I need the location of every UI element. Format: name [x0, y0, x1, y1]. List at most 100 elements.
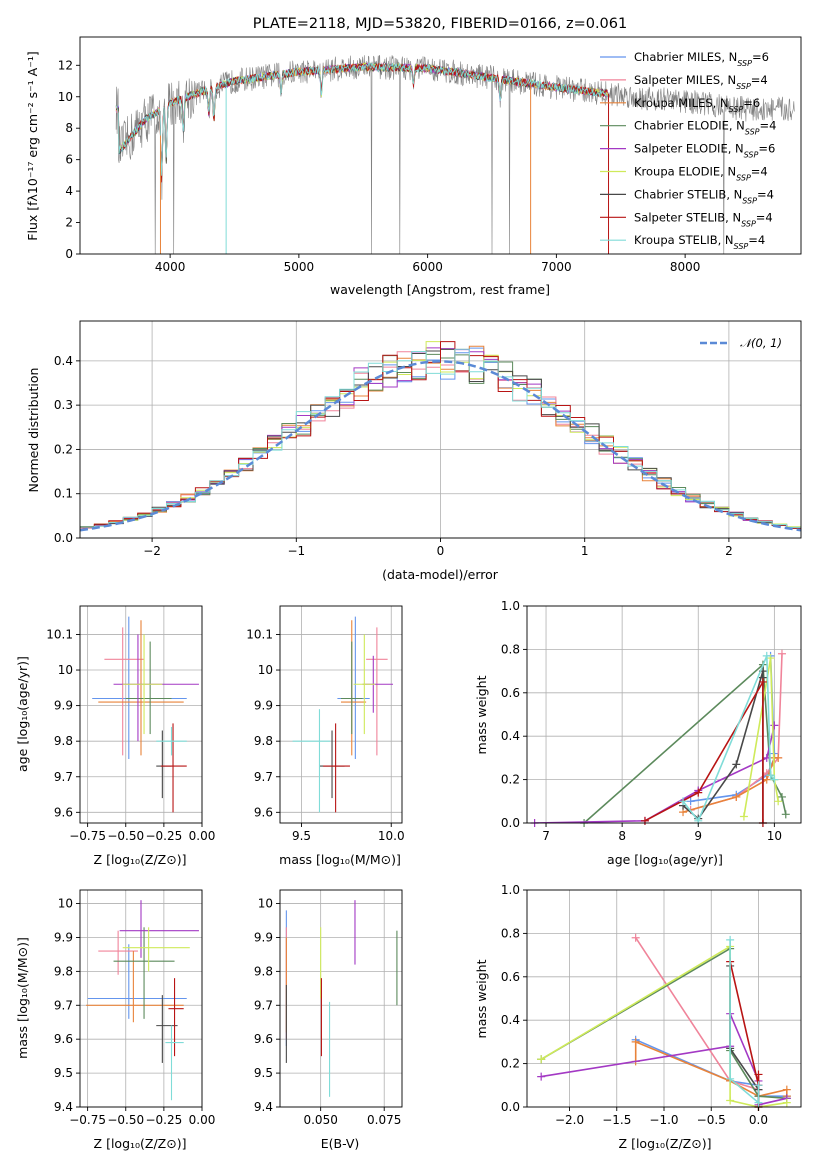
wz-series-line [541, 1013, 787, 1106]
wz-xtick-label: −2.0 [555, 1113, 584, 1127]
agez-ytick-label: 10 [58, 663, 73, 677]
massz-frame [79, 889, 203, 1108]
agez-ytick-label: 9.7 [54, 770, 73, 784]
massebv-ytick-label: 9.5 [254, 1066, 273, 1080]
agemass-xtick-label: 10.0 [378, 829, 405, 843]
wz-ytick-label: 0.6 [501, 970, 520, 984]
spectrum-model-line [115, 62, 608, 176]
massz-xtick-label: −0.25 [145, 1113, 182, 1127]
wage-marker [770, 721, 779, 730]
legend-label: Salpeter ELODIE, NSSP=6 [634, 142, 775, 160]
wage-marker [774, 753, 783, 762]
legend-label: Chabrier STELIB, NSSP=4 [634, 187, 774, 205]
legend-label: Kroupa MILES, NSSP=6 [634, 96, 760, 114]
massz-ytick-label: 10 [58, 897, 73, 911]
wage-xtick-label: 9 [694, 829, 702, 843]
wage-xtick-label: 8 [618, 829, 626, 843]
spectrum-data-line [115, 54, 795, 254]
wz-xtick-label: −1.0 [649, 1113, 678, 1127]
grid-layer [80, 321, 801, 1108]
residuals-ytick-label: 0.1 [54, 487, 73, 501]
wage-ytick-label: 1.0 [501, 599, 520, 613]
agemass-ytick-label: 9.9 [254, 699, 273, 713]
agez-ytick-label: 9.9 [54, 699, 73, 713]
residuals-ytick-label: 0.4 [54, 354, 73, 368]
agemass-xtick-label: 9.5 [292, 829, 311, 843]
massz-ytick-label: 9.6 [54, 1032, 73, 1046]
wage-frame [526, 605, 802, 824]
massz-xtick-label: −0.50 [107, 1113, 144, 1127]
weightz-xlabel: Z [log₁₀(Z/Z⊙)] [619, 1136, 712, 1151]
spectrum-frame [79, 36, 802, 255]
wz-marker [726, 1074, 735, 1083]
massebv-ytick-label: 10 [258, 897, 273, 911]
spectrum-ytick-label: 6 [65, 153, 73, 167]
wage-ytick-label: 0.2 [501, 773, 520, 787]
spectrum-ytick-label: 2 [65, 216, 73, 230]
weightz-ylabel: mass weight [474, 959, 489, 1038]
agemass-ytick-label: 9.6 [254, 805, 273, 819]
wage-ytick-label: 0.0 [501, 816, 520, 830]
residuals-xtick-label: −1 [287, 544, 305, 558]
massebv-xlabel: E(B-V) [321, 1136, 360, 1151]
spectrum-xtick-label: 7000 [541, 260, 572, 274]
data-layer [80, 54, 801, 1111]
wz-series-line [635, 937, 760, 1097]
legend-label: Chabrier MILES, NSSP=6 [634, 50, 769, 68]
wage-marker [762, 775, 771, 784]
spectrum-xtick-label: 6000 [412, 260, 443, 274]
agez-xtick-label: −0.25 [145, 829, 182, 843]
wage-xtick-label: 7 [542, 829, 550, 843]
massz-xtick-label: −0.75 [69, 1113, 106, 1127]
wz-marker [726, 1096, 735, 1105]
massebv-ytick-label: 9.6 [254, 1032, 273, 1046]
wage-xtick-label: 10 [767, 829, 782, 843]
massebv-xtick-label: 0.075 [367, 1113, 401, 1127]
wz-marker [631, 933, 640, 942]
text-layer: PLATE=2118, MJD=53820, FIBERID=0166, z=0… [15, 16, 723, 1151]
massz-ytick-label: 9.8 [54, 964, 73, 978]
wz-ytick-label: 0.0 [501, 1100, 520, 1114]
agez-xtick-label: −0.50 [107, 829, 144, 843]
wage-ytick-label: 0.8 [501, 642, 520, 656]
wz-xtick-label: 0.0 [749, 1113, 768, 1127]
agez-ylabel: age [log₁₀(age/yr)] [15, 656, 30, 772]
wage-marker [739, 812, 748, 821]
massz-ytick-label: 9.5 [54, 1066, 73, 1080]
normal-curve [80, 360, 801, 532]
residuals-xtick-label: −2 [143, 544, 161, 558]
massz-ytick-label: 9.9 [54, 930, 73, 944]
residuals-xtick-label: 1 [581, 544, 589, 558]
wage-series-line [743, 657, 779, 817]
residuals-ytick-label: 0.2 [54, 442, 73, 456]
agez-ytick-label: 10.1 [46, 627, 73, 641]
agez-ytick-label: 9.8 [54, 734, 73, 748]
agemass-ytick-label: 10 [258, 663, 273, 677]
wage-marker [774, 797, 783, 806]
wz-xtick-label: −0.5 [697, 1113, 726, 1127]
wz-marker [754, 1098, 763, 1107]
massz-ytick-label: 9.7 [54, 998, 73, 1012]
wz-marker [631, 1037, 640, 1046]
wz-marker [537, 1055, 546, 1064]
spectrum-model-line [115, 62, 608, 183]
spectrum-ytick-label: 4 [65, 184, 73, 198]
massz-ytick-label: 9.4 [54, 1100, 73, 1114]
massebv-ytick-label: 9.9 [254, 930, 273, 944]
spectrum-xtick-label: 8000 [670, 260, 701, 274]
massebv-frame [279, 889, 403, 1108]
wage-marker [732, 760, 741, 769]
wage-marker [777, 792, 786, 801]
residuals-xtick-label: 2 [725, 544, 733, 558]
residuals-xtick-label: 0 [437, 544, 445, 558]
massz-xlabel: Z [log₁₀(Z/Z⊙)] [94, 1136, 187, 1151]
massebv-ytick-label: 9.7 [254, 998, 273, 1012]
agemass-ytick-label: 9.7 [254, 770, 273, 784]
agez-xtick-label: 0.00 [189, 829, 216, 843]
wage-marker [777, 649, 786, 658]
wz-marker [537, 1072, 546, 1081]
spectrum-xtick-label: 5000 [284, 260, 315, 274]
residual-histogram [80, 341, 801, 529]
agez-xtick-label: −0.75 [69, 829, 106, 843]
